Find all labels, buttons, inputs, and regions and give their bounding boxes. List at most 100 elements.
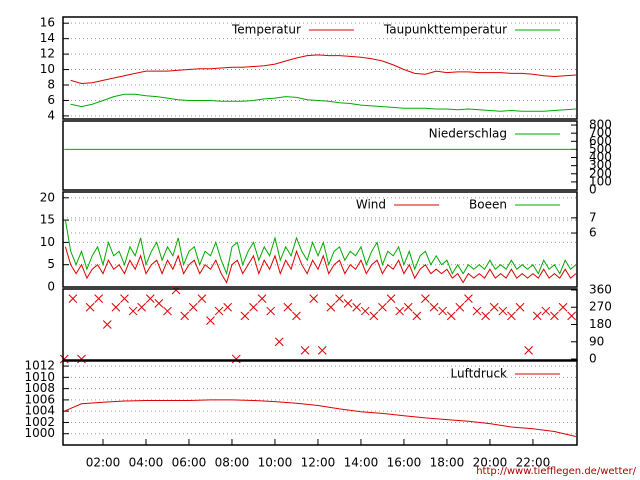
scatter-point bbox=[386, 294, 396, 303]
scatter-point bbox=[524, 346, 533, 355]
scatter-point bbox=[507, 311, 516, 321]
scatter-point bbox=[421, 294, 430, 303]
scatter-point bbox=[532, 311, 542, 321]
scatter-point bbox=[343, 299, 353, 308]
y-tick-label: 14 bbox=[40, 31, 55, 45]
y-tick-label: 12 bbox=[40, 47, 55, 61]
scatter-point bbox=[188, 302, 198, 312]
panel-frame bbox=[62, 120, 578, 191]
x-tick-label: 10:00 bbox=[258, 456, 293, 470]
x-tick-label: 08:00 bbox=[215, 456, 250, 470]
x-tick-label: 02:00 bbox=[86, 456, 121, 470]
y-tick-label: 0 bbox=[589, 352, 597, 366]
scatter-point bbox=[94, 294, 104, 303]
y-tick-label: 500 bbox=[589, 142, 612, 156]
x-tick-label: 04:00 bbox=[129, 456, 164, 470]
y-tick-label: 16 bbox=[40, 16, 55, 30]
scatter-point bbox=[429, 302, 439, 312]
legend-label: Taupunkttemperatur bbox=[383, 23, 507, 37]
y-tick-label: 90 bbox=[589, 334, 604, 348]
scatter-point bbox=[326, 302, 336, 312]
panel-frame bbox=[62, 191, 578, 288]
y-tick-label: 10 bbox=[40, 235, 55, 249]
scatter-point bbox=[550, 311, 559, 321]
scatter-point bbox=[300, 346, 310, 355]
scatter-point bbox=[257, 294, 267, 303]
scatter-point bbox=[369, 311, 379, 321]
y-tick-label: 270 bbox=[589, 300, 612, 314]
y-tick-label: 600 bbox=[589, 134, 612, 148]
panel-frame bbox=[62, 288, 578, 361]
y-tick-label: 1010 bbox=[24, 370, 55, 384]
legend-label: Boeen bbox=[469, 198, 507, 212]
scatter-point bbox=[395, 306, 405, 316]
scatter-point bbox=[498, 306, 508, 316]
scatter-point bbox=[77, 354, 86, 364]
scatter-point bbox=[171, 285, 181, 295]
scatter-point bbox=[163, 306, 172, 316]
scatter-point bbox=[266, 306, 276, 316]
y-tick-label: 200 bbox=[589, 166, 612, 180]
scatter-point bbox=[120, 294, 129, 303]
panel-frame bbox=[62, 360, 578, 446]
scatter-point bbox=[309, 294, 319, 303]
panel-frame bbox=[62, 16, 578, 120]
y-tick-label: 20 bbox=[40, 190, 55, 204]
series-line bbox=[64, 246, 577, 284]
scatter-point bbox=[85, 302, 95, 312]
scatter-point bbox=[317, 346, 327, 355]
y-tick-label: 1002 bbox=[24, 415, 55, 429]
scatter-point bbox=[180, 311, 190, 321]
footer-link: http://www.tiefflegen.de/wetter/ bbox=[476, 466, 636, 477]
y-tick-label: 400 bbox=[589, 150, 612, 164]
y-tick-label: 0 bbox=[589, 183, 597, 197]
series-line bbox=[64, 220, 577, 276]
scatter-point bbox=[481, 311, 490, 321]
scatter-point bbox=[558, 302, 568, 312]
y-tick-label: 0 bbox=[47, 280, 55, 294]
scatter-point bbox=[231, 354, 241, 364]
y-tick-label: 7 bbox=[589, 210, 597, 224]
scatter-point bbox=[223, 302, 233, 312]
x-tick-label: 20:00 bbox=[473, 456, 508, 470]
scatter-point bbox=[472, 306, 482, 316]
scatter-point bbox=[464, 294, 473, 303]
scatter-point bbox=[360, 306, 370, 316]
scatter-point bbox=[515, 302, 525, 312]
scatter-point bbox=[412, 311, 422, 321]
y-tick-label: 5 bbox=[47, 257, 55, 271]
scatter-point bbox=[352, 302, 362, 312]
y-tick-label: 10 bbox=[40, 62, 55, 76]
scatter-point bbox=[214, 306, 224, 316]
scatter-point bbox=[403, 302, 413, 312]
scatter-point bbox=[489, 302, 499, 312]
y-tick-label: 800 bbox=[589, 118, 612, 132]
y-tick-label: 15 bbox=[40, 213, 55, 227]
y-tick-label: 1004 bbox=[24, 404, 55, 418]
scatter-point bbox=[128, 306, 138, 316]
scatter-point bbox=[283, 302, 293, 312]
scatter-point bbox=[438, 306, 447, 316]
scatter-point bbox=[567, 311, 576, 321]
y-tick-label: 100 bbox=[589, 174, 612, 188]
y-tick-label: 1012 bbox=[24, 359, 55, 373]
scatter-point bbox=[274, 337, 284, 347]
y-tick-label: 1000 bbox=[24, 426, 55, 440]
legend-label: Temperatur bbox=[231, 23, 301, 37]
y-tick-label: 1008 bbox=[24, 381, 55, 395]
scatter-point bbox=[145, 294, 155, 303]
series-line bbox=[70, 54, 576, 85]
scatter-point bbox=[446, 311, 456, 321]
x-tick-label: 12:00 bbox=[301, 456, 336, 470]
scatter-point bbox=[240, 311, 250, 321]
scatter-point bbox=[154, 299, 164, 308]
y-tick-label: 6 bbox=[589, 226, 597, 240]
legend-label: Luftdruck bbox=[450, 367, 507, 381]
y-tick-label: 700 bbox=[589, 126, 612, 140]
scatter-point bbox=[541, 306, 551, 316]
x-tick-label: 16:00 bbox=[387, 456, 422, 470]
y-tick-label: 4 bbox=[47, 108, 55, 122]
x-tick-label: 06:00 bbox=[172, 456, 207, 470]
series-line bbox=[64, 399, 577, 437]
